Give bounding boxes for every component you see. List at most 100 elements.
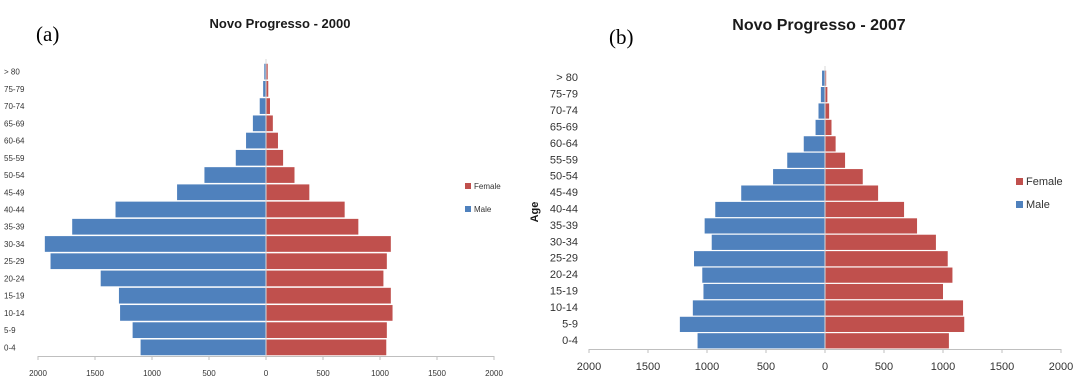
bar-male-5-9 <box>679 316 825 332</box>
x-tick-label: 2000 <box>1049 361 1073 373</box>
x-tick-label: 2000 <box>29 369 47 378</box>
x-tick-label: 500 <box>875 361 893 373</box>
bar-female-35-39 <box>825 218 918 234</box>
age-tick-label: 5-9 <box>562 318 578 330</box>
age-tick-label: 75-79 <box>550 89 578 101</box>
legend-swatch-male <box>465 206 471 212</box>
x-tick-label: 1500 <box>990 361 1014 373</box>
chart-panel-2000: (a) Novo Progresso - 2000 0-4 5-9 10-14 15-… <box>4 16 503 378</box>
legend-label-male: Male <box>474 205 492 214</box>
bar-male-25-29 <box>694 251 825 267</box>
bar-male-60-64 <box>246 132 266 149</box>
bar-female-40-44 <box>825 201 905 218</box>
bar-female-15-19 <box>825 283 943 300</box>
legend-swatch-female <box>1016 178 1023 185</box>
bar-male-55-59 <box>235 149 266 166</box>
legend-swatch-male <box>1016 201 1023 208</box>
age-tick-label: 50-54 <box>4 171 25 180</box>
age-tick-label: 45-49 <box>4 188 25 197</box>
bar-female-50-54 <box>825 169 863 185</box>
bar-male-45-49 <box>177 184 266 201</box>
age-tick-label: 0-4 <box>562 335 578 347</box>
bar-female-60-64 <box>825 136 836 152</box>
bar-female-20-24 <box>266 270 384 287</box>
bar-female-5-9 <box>825 316 965 332</box>
age-tick-label: 60-64 <box>550 138 578 150</box>
x-tick-label: 1500 <box>636 361 660 373</box>
bar-male-65-69 <box>815 119 825 136</box>
bar-female-70-74 <box>266 98 270 114</box>
age-tick-label: 65-69 <box>550 121 578 133</box>
bar-female-10-14 <box>266 305 393 321</box>
age-tick-label: 30-34 <box>550 236 578 248</box>
age-tick-label: 35-39 <box>4 223 25 232</box>
bar-male-65-69 <box>252 115 266 132</box>
bar-male-50-54 <box>773 169 825 185</box>
bar-female-50-54 <box>266 167 295 183</box>
x-tick-label: 1000 <box>695 361 719 373</box>
age-tick-label: 0-4 <box>4 343 16 352</box>
age-tick-label: 20-24 <box>550 269 578 281</box>
y-axis-label: Age <box>529 202 541 223</box>
bar-female-30-34 <box>825 234 936 250</box>
legend-label-female: Female <box>1026 176 1063 188</box>
bar-male-10-14 <box>120 305 266 321</box>
x-tick-label: 500 <box>202 369 216 378</box>
bar-female-75-79 <box>825 87 828 103</box>
bar-female-25-29 <box>825 251 948 267</box>
x-tick-label: 500 <box>757 361 775 373</box>
bar-male-15-19 <box>118 287 266 304</box>
bar-female-20-24 <box>825 267 953 283</box>
age-tick-label: > 80 <box>556 72 578 84</box>
legend-swatch-female <box>465 183 471 189</box>
x-tick-label: 1000 <box>371 369 389 378</box>
bar-female-55-59 <box>825 152 846 168</box>
bar-male-15-19 <box>703 283 825 300</box>
bar-male-25-29 <box>50 253 266 270</box>
bar-female-0-4 <box>266 339 387 356</box>
age-tick-label: 15-19 <box>550 286 578 298</box>
age-tick-label: 75-79 <box>4 85 25 94</box>
age-tick-label: 40-44 <box>550 204 578 216</box>
x-tick-label: 1000 <box>931 361 955 373</box>
x-tick-label: 0 <box>822 361 828 373</box>
bar-female-40-44 <box>266 201 345 218</box>
age-tick-label: 30-34 <box>4 240 25 249</box>
age-tick-label: 25-29 <box>4 257 25 266</box>
legend-label-male: Male <box>1026 199 1050 211</box>
age-tick-label: 10-14 <box>550 302 578 314</box>
bar-male-55-59 <box>787 152 825 168</box>
bar-male-45-49 <box>741 185 825 201</box>
x-tick-label: 500 <box>316 369 330 378</box>
bar-male-10-14 <box>692 300 825 316</box>
age-tick-label: 35-39 <box>550 220 578 232</box>
bar-female-70-74 <box>825 103 830 119</box>
x-tick-label: 2000 <box>577 361 601 373</box>
legend-label-female: Female <box>474 182 501 191</box>
bar-male-0-4 <box>140 339 266 356</box>
age-tick-label: 45-49 <box>550 187 578 199</box>
chart-title-2007: Novo Progresso - 2007 <box>732 17 906 34</box>
bar-male-40-44 <box>115 201 267 218</box>
chart-title-2000: Novo Progresso - 2000 <box>210 16 351 31</box>
age-tick-label: 25-29 <box>550 253 578 265</box>
age-tick-label: 15-19 <box>4 292 25 301</box>
age-tick-label: 10-14 <box>4 309 25 318</box>
bar-male--80 <box>264 63 266 80</box>
panel-label-a: (a) <box>36 22 59 46</box>
bar-female-75-79 <box>266 80 269 97</box>
bar-female-55-59 <box>266 149 284 166</box>
x-tick-label: 2000 <box>485 369 503 378</box>
bar-male-20-24 <box>100 270 266 287</box>
bar-male-35-39 <box>704 218 825 234</box>
age-tick-label: 55-59 <box>4 154 25 163</box>
bar-female-25-29 <box>266 253 387 270</box>
bar-female-45-49 <box>825 185 879 201</box>
x-tick-label: 1500 <box>86 369 104 378</box>
bar-female-5-9 <box>266 322 387 339</box>
age-tick-label: 55-59 <box>550 154 578 166</box>
bar-male-30-34 <box>44 236 267 252</box>
bar-female-10-14 <box>825 300 964 316</box>
age-tick-label: 70-74 <box>550 105 578 117</box>
bar-female-65-69 <box>825 119 832 136</box>
